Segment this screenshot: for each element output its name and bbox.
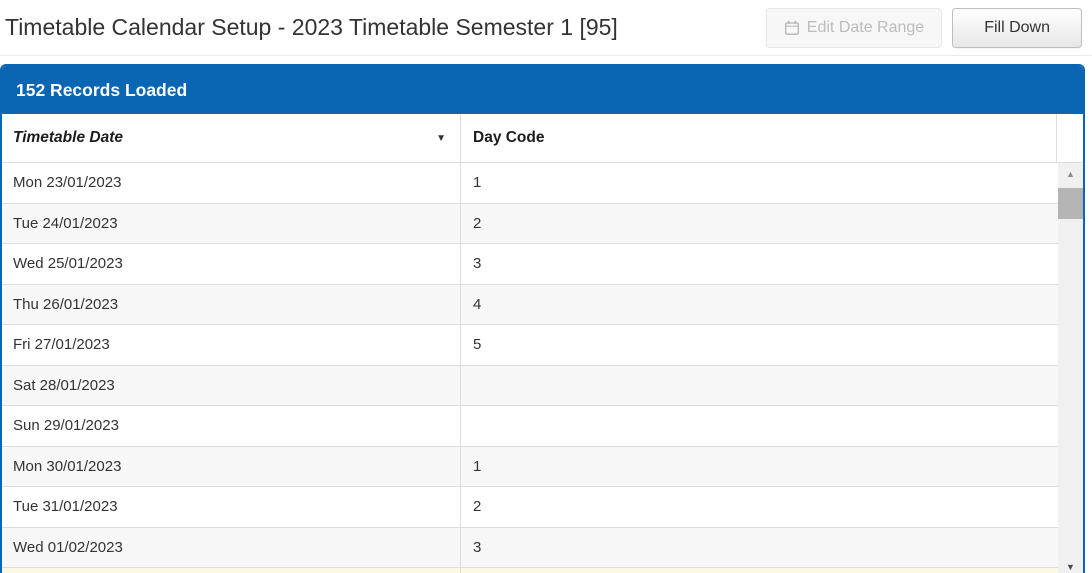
table-body: Mon 23/01/2023 1 Tue 24/01/2023 2 Wed 25…: [2, 163, 1083, 573]
table-row[interactable]: Sun 29/01/2023: [2, 406, 1058, 447]
table-row[interactable]: Sat 28/01/2023: [2, 365, 1058, 406]
cell-day-code[interactable]: 1: [473, 457, 482, 475]
cell-timetable-date: Wed 25/01/2023: [2, 244, 461, 284]
cell-timetable-date: Mon 23/01/2023: [2, 163, 461, 203]
day-code-label: Day Code: [473, 129, 545, 146]
cell-timetable-date: Sat 28/01/2023: [2, 365, 461, 405]
cell-timetable-date: Thu 26/01/2023: [2, 284, 461, 324]
table-header-row: Timetable Date ▼ Day Code: [2, 114, 1083, 163]
table-rows: Mon 23/01/2023 1 Tue 24/01/2023 2 Wed 25…: [2, 163, 1058, 573]
table-row[interactable]: Tue 24/01/2023 2: [2, 203, 1058, 244]
edit-date-range-button: Edit Date Range: [765, 7, 943, 48]
cell-day-code[interactable]: 1: [473, 174, 482, 192]
fill-down-button[interactable]: Fill Down: [952, 7, 1082, 48]
cell-timetable-date: Wed 01/02/2023: [2, 527, 461, 567]
cell-day-code[interactable]: 4: [473, 295, 482, 313]
scroll-up-icon[interactable]: ▲: [1066, 169, 1075, 179]
table-row[interactable]: Fri 27/01/2023 5: [2, 325, 1058, 366]
vertical-scrollbar[interactable]: ▲ ▼: [1058, 163, 1083, 573]
toolbar: Timetable Calendar Setup - 2023 Timetabl…: [0, 0, 1092, 56]
toolbar-buttons: Edit Date Range Fill Down: [765, 7, 1082, 48]
records-loaded-header: 152 Records Loaded: [2, 66, 1083, 114]
cell-day-code[interactable]: 5: [473, 336, 482, 354]
cell-day-code[interactable]: 3: [473, 538, 482, 556]
partial-next-row: [2, 568, 1058, 573]
cell-day-code[interactable]: 3: [473, 255, 482, 273]
scroll-down-icon[interactable]: ▼: [1066, 562, 1075, 572]
cell-timetable-date: Fri 27/01/2023: [2, 325, 461, 365]
scrollbar-thumb[interactable]: [1058, 188, 1083, 219]
cell-timetable-date: Sun 29/01/2023: [2, 406, 461, 446]
cell-timetable-date: Tue 31/01/2023: [2, 487, 461, 527]
cell-day-code[interactable]: [461, 366, 1058, 406]
column-header-timetable-date[interactable]: Timetable Date ▼: [2, 114, 461, 162]
cell-day-code[interactable]: 2: [473, 498, 482, 516]
column-dropdown-icon[interactable]: ▼: [436, 132, 446, 144]
cell-day-code[interactable]: [461, 406, 1058, 446]
cell-day-code[interactable]: 2: [473, 214, 482, 232]
timetable-date-label: Timetable Date: [13, 129, 123, 146]
table-row[interactable]: Thu 26/01/2023 4: [2, 284, 1058, 325]
table-row[interactable]: Tue 31/01/2023 2: [2, 487, 1058, 528]
header-spacer: [1057, 114, 1083, 162]
records-panel: 152 Records Loaded Timetable Date ▼ Day …: [0, 64, 1085, 573]
table-row[interactable]: Mon 23/01/2023 1: [2, 163, 1058, 204]
cell-timetable-date: Tue 24/01/2023: [2, 203, 461, 243]
edit-date-range-label: Edit Date Range: [806, 18, 925, 36]
calendar-icon: [784, 20, 800, 36]
table-row[interactable]: Mon 30/01/2023 1: [2, 446, 1058, 487]
cell-timetable-date: Mon 30/01/2023: [2, 446, 461, 486]
table-row[interactable]: Wed 01/02/2023 3: [2, 527, 1058, 568]
table-row[interactable]: Wed 25/01/2023 3: [2, 244, 1058, 285]
fill-down-label: Fill Down: [984, 18, 1050, 36]
column-header-day-code[interactable]: Day Code: [461, 114, 1057, 162]
page-title: Timetable Calendar Setup - 2023 Timetabl…: [5, 14, 618, 40]
